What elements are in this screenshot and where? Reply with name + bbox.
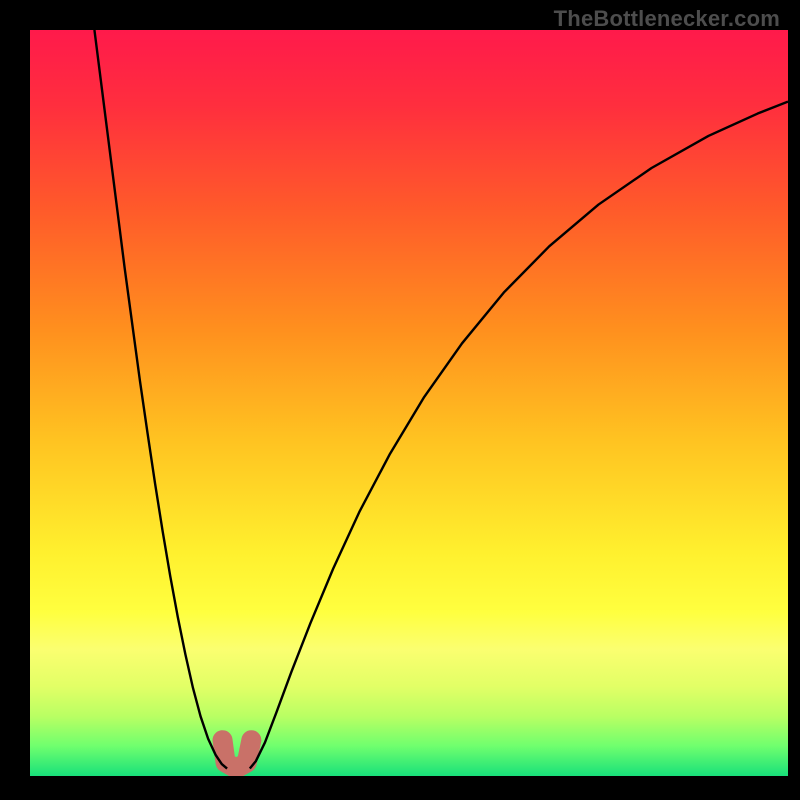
watermark-text: TheBottlenecker.com bbox=[554, 6, 780, 32]
frame-bottom bbox=[0, 776, 800, 800]
frame-left bbox=[0, 0, 30, 800]
plot-area bbox=[30, 30, 788, 776]
frame-right bbox=[788, 0, 800, 800]
bottom-marker bbox=[223, 740, 252, 768]
right-curve bbox=[250, 102, 788, 769]
chart-container: { "meta": { "watermark_text": "TheBottle… bbox=[0, 0, 800, 800]
curves-layer bbox=[30, 30, 788, 776]
left-curve bbox=[94, 30, 227, 769]
